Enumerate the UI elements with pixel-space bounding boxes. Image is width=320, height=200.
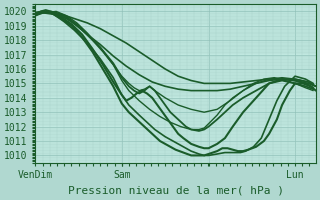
X-axis label: Pression niveau de la mer( hPa ): Pression niveau de la mer( hPa ) bbox=[68, 186, 284, 196]
